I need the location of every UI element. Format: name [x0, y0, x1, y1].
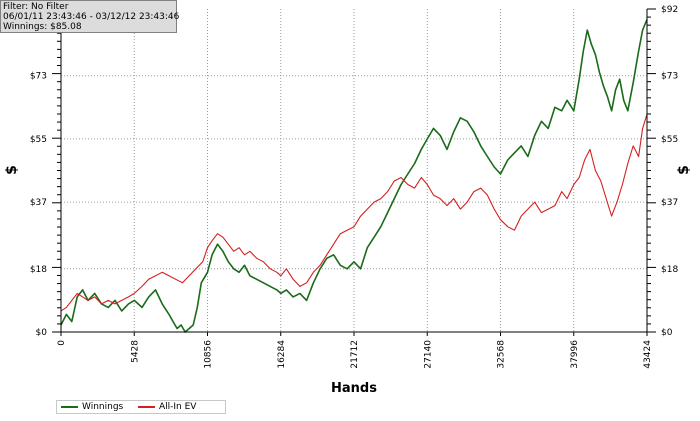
y-tick-label-right: $55	[661, 135, 678, 145]
y-tick-label-left: $55	[30, 135, 47, 145]
series-line-all-in-ev	[60, 114, 648, 312]
date-range-text: 06/01/11 23:43:46 - 03/12/12 23:43:46	[3, 12, 180, 22]
filter-info-box: Filter: No Filter 06/01/11 23:43:46 - 03…	[0, 0, 180, 33]
y-tick-label-right: $37	[661, 198, 678, 208]
x-tick-label: 0	[57, 340, 67, 346]
label-layer: 0 5428 10856 16284 21712 27140 32568 37996 43424…	[4, 5, 692, 396]
y-tick-label-right: $92	[661, 5, 678, 15]
y-tick-label-left: $18	[30, 265, 47, 275]
legend-label-all-in-ev: All-In EV	[159, 402, 197, 412]
legend-label-winnings: Winnings	[82, 402, 124, 412]
y-tick-label-left: $0	[36, 328, 48, 338]
x-axis-title: Hands	[331, 381, 377, 396]
y-axis-title-left: $	[4, 165, 20, 175]
legend-swatch-winnings	[61, 406, 78, 408]
y-tick-label-left: $37	[30, 198, 47, 208]
series-layer	[60, 19, 648, 333]
axis-layer	[52, 8, 656, 336]
winnings-total-text: Winnings: $85.08	[3, 22, 82, 32]
y-tick-label-right: $0	[661, 328, 673, 338]
x-tick-label: 21712	[350, 340, 360, 369]
y-axis-title-right: $	[676, 165, 692, 175]
legend-swatch-all-in-ev	[138, 406, 155, 408]
x-tick-label: 16284	[277, 340, 287, 369]
x-tick-label: 43424	[643, 340, 653, 369]
x-tick-label: 10856	[204, 340, 214, 369]
series-line-winnings	[60, 19, 648, 333]
grid-layer	[61, 9, 647, 332]
x-tick-label: 32568	[497, 340, 507, 369]
y-tick-label-right: $73	[661, 72, 678, 82]
y-tick-label-right: $18	[661, 265, 678, 275]
x-tick-label: 37996	[570, 340, 580, 369]
y-tick-label-left: $73	[30, 72, 47, 82]
x-tick-label: 5428	[130, 340, 140, 363]
filter-text: Filter: No Filter	[3, 2, 69, 12]
chart-legend: Winnings All-In EV	[56, 400, 226, 414]
x-tick-label: 27140	[423, 340, 433, 369]
